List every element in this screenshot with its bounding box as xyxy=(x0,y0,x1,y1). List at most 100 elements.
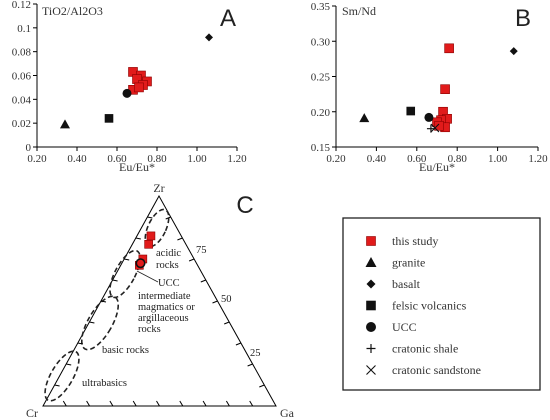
panel-b-y-tick-label: 0.25 xyxy=(311,72,331,84)
vertex-ga-label: Ga xyxy=(280,406,295,420)
panel-a-scatter: TiO2/Al2O3 A Eu/Eu* 0.20 0.40 0.60 0.80 1.00… xyxy=(12,0,247,174)
panel-b-x-tick-label: 0.40 xyxy=(367,153,387,165)
panel-b-y-tick-label: 0.30 xyxy=(311,36,331,48)
panel-b-point-cratonic-sandstone xyxy=(430,123,440,133)
panel-a-x-tick-label: 0.20 xyxy=(27,153,47,165)
legend-symbol-cratonic-sandstone xyxy=(366,365,376,375)
legend-label-cratonic-shale: cratonic shale xyxy=(392,342,458,356)
ternary-bottom-tick xyxy=(202,400,207,407)
panel-b-y-tick-label: 0.15 xyxy=(311,142,331,154)
legend-symbol-felsic-volcanics xyxy=(366,300,376,311)
ternary-right-tick xyxy=(188,258,195,262)
field-basic-rocks xyxy=(80,295,120,351)
panel-a-title: TiO2/Al2O3 xyxy=(42,4,103,18)
ternary-bottom-tick xyxy=(156,400,160,407)
ternary-bottom-tick xyxy=(179,400,184,407)
panel-a-y-tick-label: 0.04 xyxy=(12,94,32,106)
legend-label-felsic-volcanics: felsic volcanics xyxy=(392,299,467,313)
legend-symbol-cratonic-shale xyxy=(366,344,376,353)
ternary-left-tick xyxy=(89,321,95,324)
ternary-bottom-tick xyxy=(86,400,91,407)
legend-symbol-this-study xyxy=(366,236,376,246)
ternary-bottom-tick xyxy=(109,400,114,407)
panel-b-y-tick-label: 0.35 xyxy=(311,1,331,13)
field-label-acidic: acidic rocks xyxy=(156,248,184,271)
panel-a-x-tick-label: 1.00 xyxy=(187,153,207,165)
panel-a-point-felsic-volcanics xyxy=(104,114,114,123)
field-acidic-rocks xyxy=(144,208,170,248)
panel-b-x-tick-label: 0.60 xyxy=(407,153,427,165)
legend-label-this-study: this study xyxy=(392,234,438,248)
ternary-left-tick xyxy=(112,279,118,282)
ternary-left-tick xyxy=(135,237,141,240)
panel-b-x-tick-label: 0.20 xyxy=(326,153,346,165)
ternary-right-tick xyxy=(212,300,218,304)
panel-b-point-basalt xyxy=(509,47,518,56)
legend-label-granite: granite xyxy=(392,256,425,270)
ternary-left-tick xyxy=(147,216,153,219)
field-label-basic: basic rocks xyxy=(102,345,149,356)
panel-b-x-tick-label: 1.00 xyxy=(488,153,508,165)
ucc-leader-line xyxy=(136,270,159,283)
panel-a-y-tick-label: 0.02 xyxy=(12,118,31,130)
legend-symbol-granite xyxy=(365,257,377,267)
legend-box xyxy=(342,217,541,391)
panel-b-point-this-study xyxy=(434,121,444,131)
panel-a-x-tick-label: 1.20 xyxy=(227,153,247,165)
panel-a-x-label: Eu/Eu* xyxy=(119,160,155,174)
panel-a-x-tick-label: 0.60 xyxy=(107,153,127,165)
panel-a-point-ucc xyxy=(122,88,132,98)
ternary-left-tick xyxy=(66,363,72,366)
panel-b-point-granite xyxy=(359,113,370,123)
ternary-right-tick xyxy=(177,237,183,241)
ternary-right-tick xyxy=(247,363,253,367)
ternary-left-tick xyxy=(54,384,60,387)
field-label-intermediate: intermediate magmatics or argillaceous r… xyxy=(138,291,197,335)
panel-b-x-tick-label: 0.80 xyxy=(448,153,468,165)
panel-b-x-tick-label: 1.20 xyxy=(528,153,548,165)
panel-a-point-basalt xyxy=(205,33,213,42)
panel-b-point-this-study xyxy=(444,43,454,54)
panel-c-letter: C xyxy=(236,192,253,219)
panel-a-y-tick-label: 0.08 xyxy=(12,47,32,59)
panel-b-title: Sm/Nd xyxy=(342,4,376,18)
ternary-left-tick xyxy=(124,258,130,261)
ternary-right-tick xyxy=(200,279,206,283)
ternary-right-tick xyxy=(165,216,171,220)
zr-tick-label-25: 25 xyxy=(250,348,261,359)
panel-b-point-ucc xyxy=(424,112,434,122)
ternary-ucc-marker xyxy=(135,258,146,268)
panel-a-x-tick-label: 0.40 xyxy=(67,153,87,165)
zr-tick-label-50: 50 xyxy=(221,294,232,305)
legend: this study granite basalt felsic volcanics U… xyxy=(342,217,541,391)
panel-a-x-tick-label: 0.80 xyxy=(147,153,167,165)
legend-symbol-basalt xyxy=(366,279,376,289)
field-intermediate xyxy=(109,249,141,299)
legend-label-ucc: UCC xyxy=(392,320,417,334)
ternary-bottom-tick xyxy=(62,400,67,407)
zr-tick-label-75: 75 xyxy=(196,245,207,256)
ternary-right-tick xyxy=(224,321,230,325)
vertex-cr-label: Cr xyxy=(26,406,38,420)
panel-a-y-tick-label: 0 xyxy=(26,142,32,154)
ternary-right-tick xyxy=(259,384,265,388)
ternary-point-this-study xyxy=(146,231,156,241)
panel-b-scatter: Sm/Nd B Eu/Eu* 0.20 0.40 0.60 0.80 1.00 1.20 0… xyxy=(311,1,548,174)
ternary-bottom-tick xyxy=(225,400,230,407)
panel-b-letter: B xyxy=(515,5,531,32)
panel-b-point-this-study xyxy=(440,84,450,94)
ternary-bottom-tick xyxy=(132,400,137,407)
panel-a-y-tick-label: 0.1 xyxy=(17,23,31,35)
ucc-annotation: UCC xyxy=(158,278,180,289)
vertex-zr-label: Zr xyxy=(153,181,164,195)
panel-b-point-felsic-volcanics xyxy=(406,106,416,116)
ternary-left-tick xyxy=(100,300,107,303)
panel-b-x-label: Eu/Eu* xyxy=(419,160,455,174)
field-ultrabasics xyxy=(44,350,80,402)
legend-symbol-ucc xyxy=(366,322,376,332)
ternary-bottom-tick xyxy=(249,400,254,407)
ternary-left-tick xyxy=(77,342,83,345)
field-label-ultrabasics: ultrabasics xyxy=(82,378,127,389)
panel-c-ternary: Zr Cr Ga C 75 50 25 acidic rocks UCC int… xyxy=(26,181,295,420)
panel-a-point-this-study xyxy=(134,82,144,93)
